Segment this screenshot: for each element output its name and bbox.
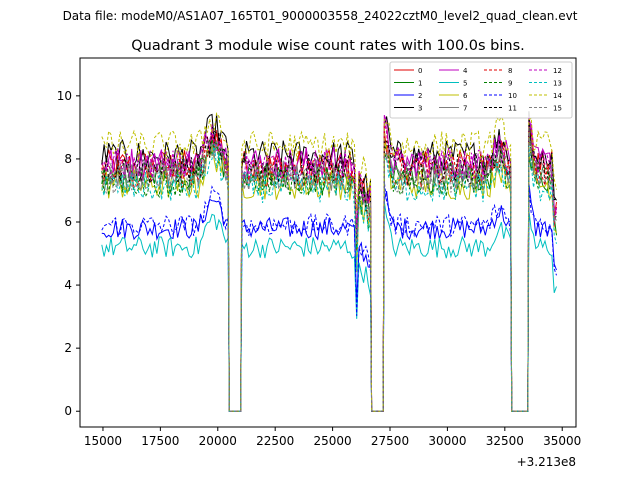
x-tick-label: 20000 xyxy=(199,434,237,448)
x-tick-label: 17500 xyxy=(141,434,179,448)
x-tick-label: 27500 xyxy=(371,434,409,448)
legend-label-14: 14 xyxy=(553,92,562,100)
y-tick-label: 10 xyxy=(57,89,72,103)
legend-label-13: 13 xyxy=(553,80,562,88)
legend-label-12: 12 xyxy=(553,67,562,75)
series-line-2 xyxy=(101,183,557,412)
series-line-5 xyxy=(101,201,557,412)
legend-label-9: 9 xyxy=(508,80,512,88)
y-tick-label: 0 xyxy=(64,404,72,418)
x-tick-label: 32500 xyxy=(486,434,524,448)
legend-label-11: 11 xyxy=(508,105,517,113)
series-line-12 xyxy=(101,115,557,412)
x-tick-label: 35000 xyxy=(543,434,581,448)
series-line-11 xyxy=(101,120,557,412)
series-line-15 xyxy=(101,126,557,412)
chart-title: Quadrant 3 module wise count rates with … xyxy=(131,38,525,54)
y-axis: 0 2 4 6 8 10 xyxy=(57,89,80,418)
x-tick-label: 30000 xyxy=(428,434,466,448)
x-tick-label: 15000 xyxy=(84,434,122,448)
legend-label-7: 7 xyxy=(463,105,467,113)
plot-area xyxy=(79,57,577,428)
legend-label-4: 4 xyxy=(463,67,468,75)
legend-label-8: 8 xyxy=(508,67,512,75)
y-tick-label: 6 xyxy=(64,215,72,229)
legend-box xyxy=(389,61,573,119)
series-line-8 xyxy=(101,121,557,412)
legend-label-15: 15 xyxy=(553,105,562,113)
legend-label-1: 1 xyxy=(418,80,422,88)
legend-label-10: 10 xyxy=(508,92,517,100)
y-tick-label: 2 xyxy=(64,341,72,355)
series-line-13 xyxy=(101,144,557,412)
series-line-9 xyxy=(101,131,557,412)
x-axis: 15000 17500 20000 22500 25000 27500 30000 32500… xyxy=(84,427,581,448)
y-tick-label: 8 xyxy=(64,152,72,166)
y-tick-label: 4 xyxy=(64,278,72,292)
figure-suptitle: Data file: modeM0/AS1A07_165T01_90000035… xyxy=(63,9,578,23)
legend-label-3: 3 xyxy=(418,105,422,113)
series-line-14 xyxy=(101,112,557,412)
legend-label-0: 0 xyxy=(418,67,422,75)
legend-label-6: 6 xyxy=(463,92,468,100)
legend-label-5: 5 xyxy=(463,80,467,88)
x-tick-label: 25000 xyxy=(313,434,351,448)
x-tick-label: 22500 xyxy=(256,434,294,448)
x-offset-label: +3.213e8 xyxy=(517,455,576,469)
series-line-10 xyxy=(101,181,557,412)
plot-frame xyxy=(79,57,577,428)
legend-label-2: 2 xyxy=(418,92,422,100)
